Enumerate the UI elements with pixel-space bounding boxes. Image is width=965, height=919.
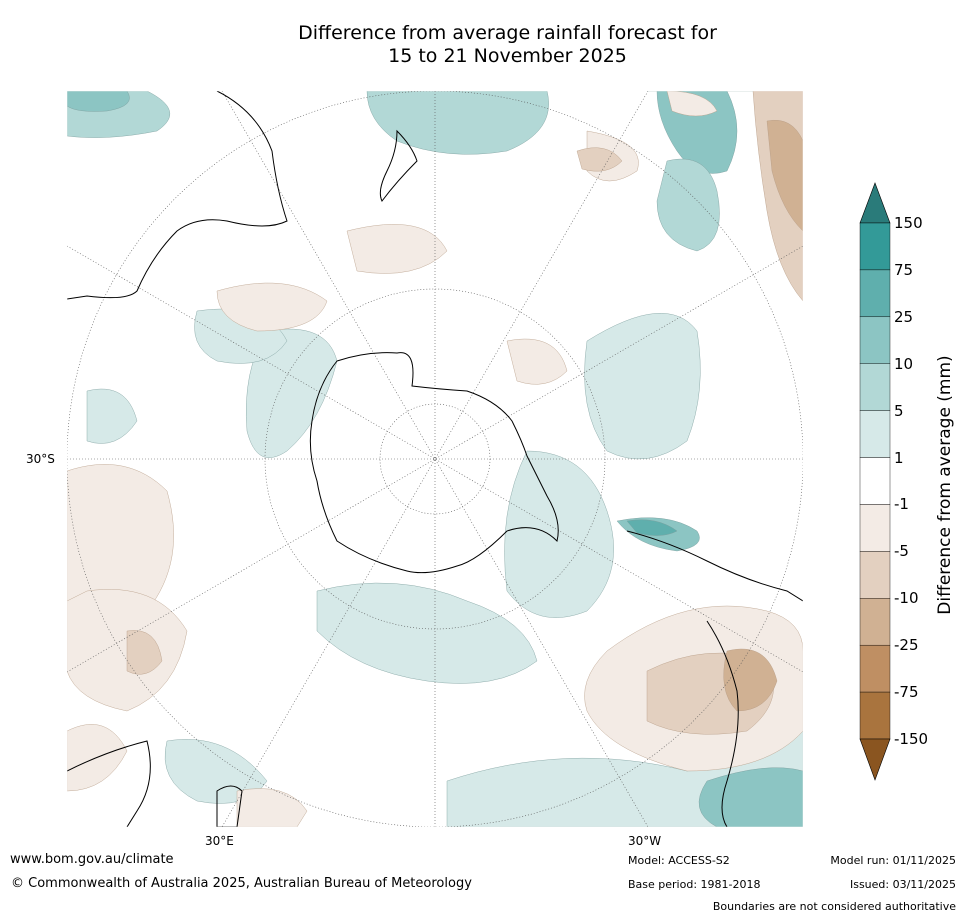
- colorbar-band: [859, 691, 891, 740]
- colorbar-band: [859, 410, 891, 458]
- colorbar-tick-label: -5: [894, 542, 909, 561]
- title-line-2: 15 to 21 November 2025: [388, 45, 627, 67]
- colorbar-tick-label: 25: [894, 307, 914, 326]
- footer-copyright: © Commonwealth of Australia 2025, Austra…: [11, 876, 472, 891]
- colorbar-tick-label: -150: [894, 730, 929, 748]
- colorbar-band: [859, 644, 891, 693]
- colorbar-tick-label: 75: [894, 260, 914, 279]
- coastlines: [67, 91, 803, 827]
- footer-website: www.bom.gov.au/climate: [10, 852, 174, 867]
- colorbar-bottom-extension: [859, 738, 891, 781]
- lon-tick-30w: 30°W: [628, 834, 662, 848]
- colorbar-tick-label: 1: [894, 448, 904, 467]
- footer-model: Model: ACCESS-S2: [628, 854, 730, 867]
- south-america-coastline: [626, 530, 803, 827]
- colorbar-tick-label: 5: [894, 401, 904, 420]
- colorbar-title: Difference from average (mm): [935, 355, 955, 615]
- colorbar-band: [859, 316, 891, 364]
- title-line-1: Difference from average rainfall forecas…: [298, 22, 717, 44]
- colorbar-band: [859, 363, 891, 411]
- polar-map: [67, 91, 803, 827]
- colorbar-band: [859, 598, 891, 646]
- colorbar: [859, 182, 891, 781]
- colorbar-tick-label: 10: [894, 354, 914, 373]
- map-canvas: [67, 91, 803, 827]
- colorbar-band: [859, 222, 891, 271]
- antarctica-coastline: [309, 352, 559, 574]
- footer-issued: Issued: 03/11/2025: [849, 878, 956, 891]
- lat-tick-30s: 30°S: [26, 452, 55, 466]
- footer-model-run: Model run: 01/11/2025: [830, 854, 956, 867]
- footer-base-period: Base period: 1981-2018: [628, 878, 761, 891]
- colorbar-tick-label: -25: [894, 636, 919, 655]
- colorbar-band: [859, 551, 891, 599]
- lon-tick-30e: 30°E: [205, 834, 234, 848]
- graticule: [67, 91, 803, 827]
- colorbar-tick-label: 150: [894, 214, 923, 232]
- colorbar-band: [859, 457, 891, 505]
- chart-title: Difference from average rainfall forecas…: [180, 22, 835, 68]
- colorbar-band: [859, 504, 891, 552]
- colorbar-tick-label: -75: [894, 683, 919, 702]
- wet-anomaly-regions: [67, 91, 803, 827]
- madagascar-coastline: [216, 785, 243, 827]
- colorbar-top-extension: [859, 182, 891, 224]
- dry-anomaly-regions: [67, 91, 803, 827]
- africa-coastline: [67, 740, 151, 827]
- colorbar-tick-label: -10: [894, 589, 919, 608]
- colorbar-band: [859, 269, 891, 318]
- colorbar-bands: [859, 222, 891, 740]
- new-zealand-coastline: [379, 129, 418, 202]
- footer-disclaimer: Boundaries are not considered authoritat…: [712, 900, 956, 913]
- colorbar-tick-label: -1: [894, 495, 909, 514]
- australia-coastline: [67, 91, 288, 300]
